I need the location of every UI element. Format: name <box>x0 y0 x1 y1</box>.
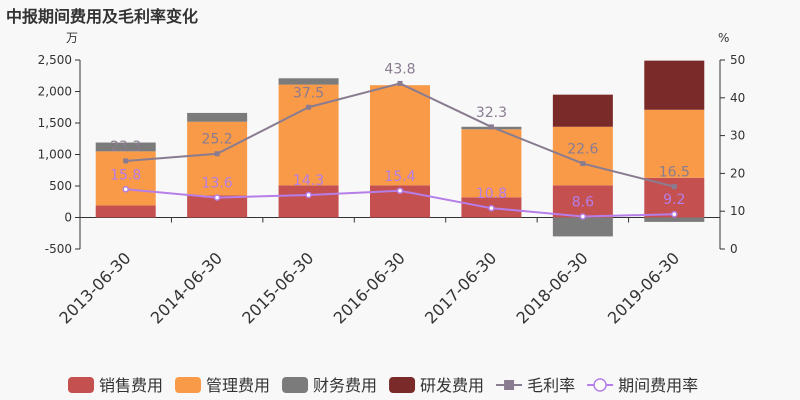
bar-财务费用 <box>278 78 339 85</box>
legend-swatch-销售费用 <box>68 377 94 393</box>
data-label-毛利率: 22.6 <box>567 142 598 158</box>
point-毛利率 <box>671 184 677 190</box>
data-label-期间费用率: 10.8 <box>476 186 507 202</box>
bar-财务费用 <box>552 217 613 237</box>
data-label-毛利率: 43.8 <box>384 61 415 77</box>
x-tick-label: 2019-06-30 <box>604 248 683 327</box>
bar-销售费用 <box>278 185 339 218</box>
x-tick-label: 2016-06-30 <box>330 248 409 327</box>
y-right-tick-label: 40 <box>730 91 745 105</box>
legend-swatch-管理费用 <box>175 377 202 393</box>
data-label-期间费用率: 8.6 <box>572 194 594 210</box>
bar-研发费用 <box>644 60 705 110</box>
data-label-期间费用率: 15.8 <box>110 167 141 183</box>
x-tick-label: 2014-06-30 <box>147 248 226 327</box>
left-axis-unit: 万 <box>66 31 78 45</box>
bar-管理费用 <box>461 129 522 198</box>
data-label-毛利率: 25.2 <box>202 132 233 148</box>
legend-swatch-财务费用 <box>282 377 309 393</box>
data-label-期间费用率: 9.2 <box>663 192 685 208</box>
y-left-tick-label: 2,000 <box>38 85 72 99</box>
data-label-毛利率: 32.3 <box>476 105 507 121</box>
bar-销售费用 <box>95 205 156 218</box>
legend-marker-期间费用率 <box>593 378 607 392</box>
data-label-毛利率: 23.3 <box>110 139 141 155</box>
point-期间费用率 <box>305 191 312 199</box>
point-毛利率 <box>123 158 129 164</box>
data-label-毛利率: 16.5 <box>659 165 690 181</box>
x-tick-label: 2018-06-30 <box>513 248 592 327</box>
point-期间费用率 <box>671 210 678 218</box>
point-期间费用率 <box>213 194 221 201</box>
point-毛利率 <box>214 151 220 157</box>
x-tick-label: 2015-06-30 <box>238 248 317 327</box>
point-期间费用率 <box>122 186 129 193</box>
bar-销售费用 <box>552 185 613 218</box>
data-label-毛利率: 37.5 <box>293 85 324 101</box>
y-left-tick-label: 1,000 <box>38 148 72 162</box>
chart-title: 中报期间费用及毛利率变化 <box>6 7 199 26</box>
point-期间费用率 <box>488 204 495 212</box>
data-label-期间费用率: 13.6 <box>202 176 233 192</box>
y-left-tick-label: 1,500 <box>38 116 72 130</box>
legend-label-销售费用: 销售费用 <box>99 376 163 395</box>
bar-销售费用 <box>187 195 248 218</box>
x-tick-label: 2017-06-30 <box>421 248 500 327</box>
legend-swatch-研发费用 <box>389 377 416 393</box>
y-right-tick-label: 10 <box>730 204 745 218</box>
legend-label-财务费用: 财务费用 <box>313 376 377 395</box>
point-期间费用率 <box>579 213 587 220</box>
point-毛利率 <box>488 124 494 130</box>
data-label-期间费用率: 15.4 <box>384 169 415 185</box>
point-毛利率 <box>397 80 403 86</box>
point-毛利率 <box>580 161 586 167</box>
y-right-tick-label: 50 <box>730 53 745 67</box>
point-毛利率 <box>306 104 312 110</box>
y-right-tick-label: 20 <box>730 166 745 180</box>
bar-财务费用 <box>187 112 248 122</box>
bar-管理费用 <box>370 85 430 186</box>
y-left-tick-label: 0 <box>64 211 72 225</box>
bar-管理费用 <box>644 109 705 178</box>
bar-财务费用 <box>644 217 705 222</box>
legend-label-管理费用: 管理费用 <box>206 376 270 395</box>
legend-label-研发费用: 研发费用 <box>420 376 484 395</box>
legend-marker-毛利率 <box>504 380 515 390</box>
bar-管理费用 <box>187 121 248 196</box>
y-left-tick-label: 500 <box>49 179 72 193</box>
legend-label-期间费用率: 期间费用率 <box>618 376 698 395</box>
y-left-tick-label: -500 <box>45 242 72 256</box>
bar-研发费用 <box>552 94 613 127</box>
bar-财务费用 <box>95 142 156 152</box>
x-tick-label: 2013-06-30 <box>55 248 134 327</box>
y-left-tick-label: 2,500 <box>38 53 72 67</box>
legend-label-毛利率: 毛利率 <box>527 376 575 395</box>
point-期间费用率 <box>396 187 404 195</box>
y-right-tick-label: 30 <box>730 129 745 143</box>
right-axis-unit: % <box>718 31 729 45</box>
y-right-tick-label: 0 <box>730 242 738 256</box>
data-label-期间费用率: 14.3 <box>293 173 324 189</box>
